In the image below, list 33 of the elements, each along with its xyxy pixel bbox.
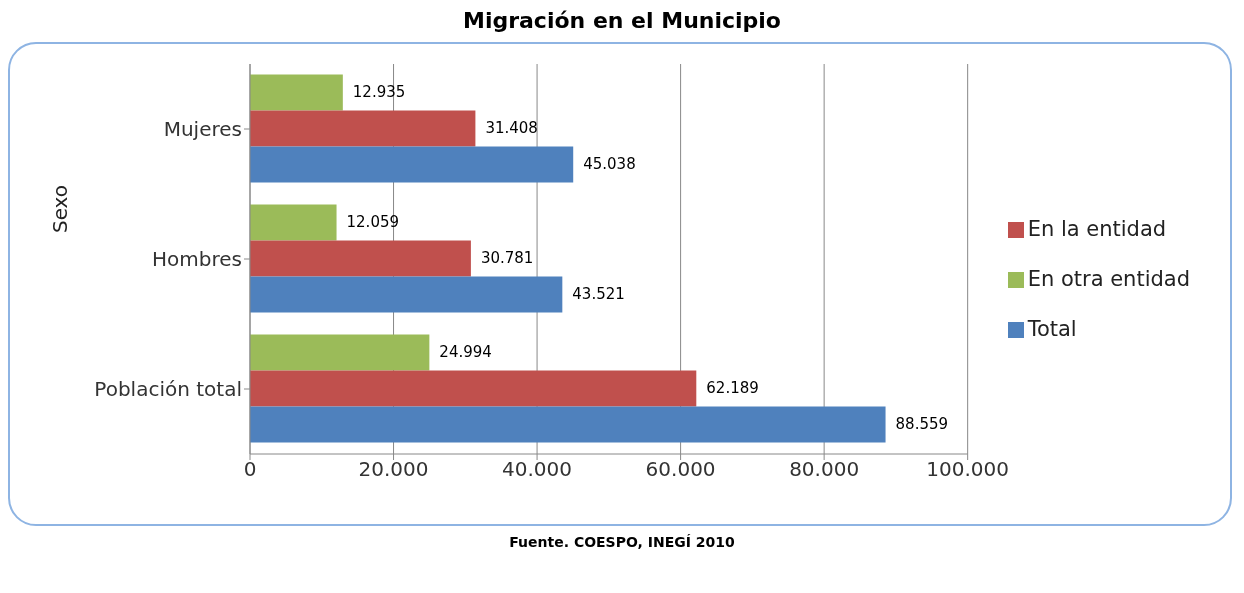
- legend-label: En otra entidad: [1027, 267, 1190, 291]
- chart-title: Migración en el Municipio: [462, 8, 782, 35]
- bar: [250, 74, 343, 111]
- data-label: 62.189: [706, 379, 759, 398]
- data-label: 88.559: [895, 415, 949, 434]
- data-label: 30.781: [480, 249, 534, 268]
- data-label: 43.521: [572, 285, 625, 304]
- bar: [250, 204, 337, 241]
- y-tick-label: Mujeres: [163, 117, 242, 142]
- data-label: 45.038: [583, 155, 636, 174]
- bar: [250, 110, 476, 147]
- data-label: 12.059: [346, 213, 400, 232]
- text: Sexo: [48, 184, 73, 234]
- x-tick-label: 60.000: [645, 457, 716, 482]
- bar: [250, 334, 430, 371]
- x-tick-label: 20.000: [358, 457, 429, 482]
- y-tick-label: Hombres: [152, 247, 242, 272]
- bar: [250, 240, 471, 277]
- bar: [250, 276, 563, 313]
- bar: [250, 146, 574, 183]
- x-tick-label: 80.000: [789, 457, 860, 482]
- bar: [250, 406, 886, 443]
- y-tick-label: Población total: [94, 377, 242, 402]
- x-tick-label: 40.000: [502, 457, 573, 482]
- data-label: 31.408: [485, 119, 538, 138]
- x-tick-label: 0: [243, 457, 257, 482]
- legend-label: Total: [1027, 317, 1077, 341]
- x-tick-label: 100.000: [926, 457, 1010, 482]
- source-note: Fuente. COESPO, INEGÍ 2010: [508, 534, 736, 550]
- data-label: 12.935: [352, 83, 406, 102]
- bar: [250, 370, 697, 407]
- legend-label: En la entidad: [1027, 217, 1167, 241]
- data-label: 24.994: [439, 343, 492, 362]
